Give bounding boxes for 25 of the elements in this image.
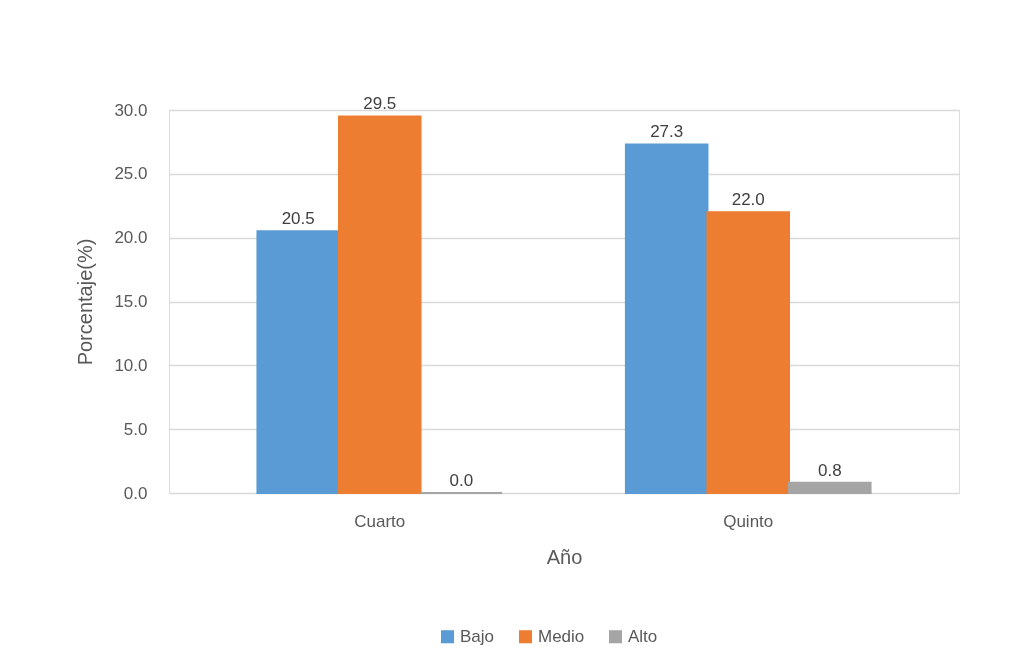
y-tick-label: 5.0	[123, 419, 148, 439]
y-tick-label: 10.0	[114, 355, 148, 375]
x-axis-title: Año	[546, 545, 583, 568]
bar	[337, 115, 422, 494]
x-tick-label: Quinto	[723, 511, 774, 531]
y-tick-label: 30.0	[114, 100, 148, 120]
data-label: 0.0	[449, 471, 474, 490]
data-label: 29.5	[363, 94, 397, 114]
y-tick-label: 20.0	[114, 228, 148, 248]
x-tick-label: Cuarto	[354, 511, 406, 531]
legend-label: Bajo	[460, 626, 495, 646]
data-label: 0.8	[817, 460, 842, 480]
data-label: 22.0	[731, 190, 765, 210]
y-tick-label: 25.0	[114, 164, 148, 184]
y-tick-label: 15.0	[114, 292, 148, 311]
legend-label: Alto	[628, 626, 658, 646]
data-label: 27.3	[650, 122, 684, 142]
data-label: 20.5	[281, 209, 315, 229]
y-tick-label: 0.0	[123, 483, 148, 503]
bar	[706, 211, 791, 494]
bar	[256, 230, 340, 494]
bar	[624, 143, 709, 494]
legend-label: Medio	[538, 626, 585, 646]
y-axis-title: Porcentaje(%)	[74, 238, 97, 366]
bar	[788, 481, 872, 494]
